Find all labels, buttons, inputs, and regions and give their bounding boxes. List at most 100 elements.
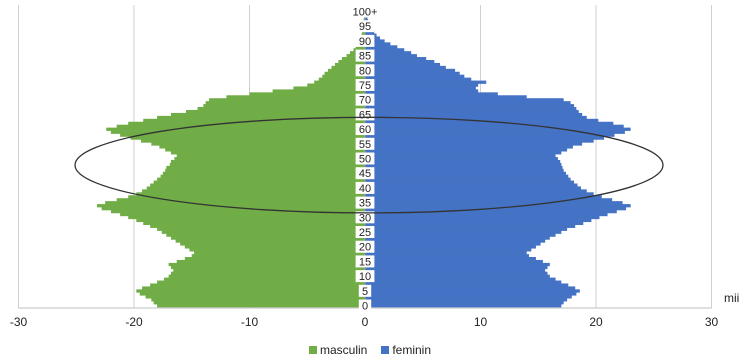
- bar-feminin-age-76: [365, 80, 487, 84]
- bar-masculin-age-48: [169, 162, 365, 167]
- x-tick-label: 10: [474, 315, 488, 329]
- age-label: 25: [359, 227, 371, 239]
- bar-masculin-age-1: [153, 301, 365, 305]
- bar-masculin-age-67: [197, 107, 365, 111]
- bar-masculin-age-13: [170, 265, 365, 270]
- age-label: 55: [359, 139, 371, 151]
- bar-masculin-age-21: [180, 242, 365, 246]
- bar-feminin-age-7: [365, 283, 569, 287]
- age-label: 20: [359, 242, 371, 254]
- bar-feminin-age-19: [365, 248, 532, 252]
- bar-masculin-age-81: [331, 65, 365, 70]
- bar-feminin-age-93: [365, 30, 375, 34]
- bar-masculin-age-83: [338, 59, 365, 64]
- age-label-bg: [355, 270, 375, 283]
- bar-masculin-age-50: [174, 157, 365, 161]
- bar-feminin-age-62: [365, 121, 614, 126]
- legend-item-masculin: masculin: [308, 343, 367, 357]
- age-label-bg: [355, 93, 375, 106]
- bar-masculin-age-57: [130, 136, 365, 140]
- bar-feminin-age-45: [365, 171, 566, 176]
- bar-feminin-age-20: [365, 245, 536, 249]
- age-label-bg: [355, 196, 375, 209]
- bar-masculin-age-14: [168, 262, 365, 267]
- bar-feminin-age-38: [365, 192, 594, 196]
- bar-masculin-age-32: [110, 209, 366, 214]
- bar-feminin-age-29: [365, 218, 592, 223]
- bar-masculin-age-20: [184, 245, 365, 249]
- age-label-bg: [355, 20, 375, 33]
- bar-feminin-age-79: [365, 71, 460, 76]
- bar-masculin-age-4: [139, 292, 365, 296]
- bar-feminin-age-49: [365, 159, 561, 164]
- x-tick-label: -20: [125, 315, 143, 329]
- bar-masculin-age-43: [157, 177, 365, 181]
- bar-feminin-age-52: [365, 151, 562, 155]
- age-label: 40: [359, 183, 371, 195]
- bar-masculin-age-18: [194, 251, 365, 255]
- bar-feminin-age-47: [365, 165, 563, 170]
- age-label: 50: [359, 154, 371, 166]
- bar-feminin-age-86: [365, 51, 412, 55]
- bar-masculin-age-71: [226, 95, 365, 99]
- bar-feminin-age-36: [365, 198, 613, 202]
- age-label-bg: [355, 49, 375, 62]
- bar-feminin-age-87: [365, 48, 405, 52]
- bar-masculin-age-2: [151, 298, 365, 302]
- age-label: 5: [362, 286, 368, 298]
- age-label-bg: [355, 167, 375, 180]
- bar-masculin-age-0: [157, 304, 365, 308]
- age-label-bg: [355, 64, 375, 77]
- bar-feminin-age-54: [365, 145, 573, 149]
- bar-feminin-age-44: [365, 174, 569, 178]
- bar-feminin-age-23: [365, 236, 550, 240]
- bar-masculin-age-72: [249, 92, 365, 96]
- bar-feminin-age-17: [365, 254, 530, 258]
- bar-feminin-age-4: [365, 292, 577, 296]
- bar-feminin-age-74: [365, 86, 476, 90]
- bar-feminin-age-82: [365, 62, 441, 67]
- bar-masculin-age-26: [157, 227, 365, 231]
- age-label-bg: [358, 299, 372, 312]
- age-label-bg: [349, 5, 381, 18]
- bar-masculin-age-19: [189, 248, 365, 252]
- bar-masculin-age-53: [165, 148, 365, 152]
- age-label-bg: [355, 211, 375, 224]
- age-label: 95: [359, 21, 371, 33]
- legend-swatch-masculin: [308, 346, 317, 354]
- bar-feminin-age-21: [365, 242, 541, 246]
- bar-masculin-age-30: [128, 215, 365, 220]
- bar-masculin-age-80: [328, 68, 365, 73]
- bar-feminin-age-56: [365, 139, 594, 143]
- bar-masculin-age-88: [355, 45, 365, 49]
- bar-feminin-age-78: [365, 74, 465, 78]
- bar-feminin-age-75: [365, 83, 479, 87]
- bar-masculin-age-15: [176, 259, 365, 264]
- bar-feminin-age-70: [365, 98, 564, 102]
- bar-feminin-age-14: [365, 262, 550, 267]
- bar-feminin-age-9: [365, 277, 556, 281]
- age-label: 85: [359, 51, 371, 63]
- bar-feminin-age-89: [365, 42, 391, 46]
- bar-masculin-age-75: [307, 83, 365, 87]
- bar-masculin-age-61: [116, 124, 365, 128]
- bar-feminin-age-1: [365, 301, 564, 305]
- bar-feminin-age-31: [365, 212, 608, 217]
- age-label: 10: [359, 271, 371, 283]
- bar-feminin-age-66: [365, 109, 579, 114]
- bar-feminin-age-80: [365, 68, 456, 73]
- bar-masculin-age-10: [168, 274, 365, 278]
- bar-masculin-age-79: [324, 71, 365, 76]
- bar-masculin-age-34: [97, 204, 365, 208]
- bar-masculin-age-35: [105, 201, 365, 205]
- bar-feminin-age-40: [365, 186, 581, 190]
- bar-masculin-age-98: [363, 15, 365, 20]
- bar-feminin-age-53: [365, 148, 568, 152]
- bar-masculin-age-40: [146, 186, 365, 190]
- bar-masculin-age-77: [318, 77, 365, 81]
- age-label-bg: [355, 123, 375, 136]
- bar-masculin-age-74: [293, 86, 365, 90]
- bar-masculin-age-84: [341, 57, 365, 61]
- bar-masculin-age-73: [272, 89, 365, 93]
- bar-feminin-age-55: [365, 142, 583, 146]
